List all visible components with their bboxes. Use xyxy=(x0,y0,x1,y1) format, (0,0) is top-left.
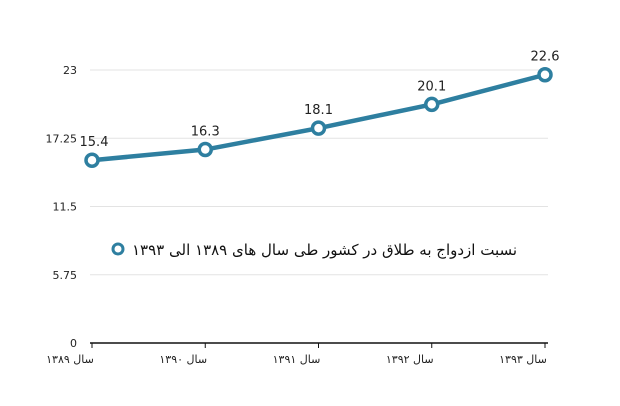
x-tick-label: سال ۱۳۸۹ xyxy=(46,353,94,366)
data-point xyxy=(310,120,327,136)
y-tick-label: 11.5 xyxy=(53,201,78,214)
data-point xyxy=(197,141,213,158)
x-tick-label: سال ۱۳۹۱ xyxy=(273,353,321,366)
x-tick-label: سال ۱۳۹۳ xyxy=(499,353,547,366)
data-label: 22.6 xyxy=(531,50,560,65)
axis-layer: 0 5.75 11.5 17.25 23 سال ۱۳۸۹ سال ۱۳۹۰ سال ۱۳۹۱… xyxy=(46,64,548,366)
x-tick-label: سال ۱۳۹۲ xyxy=(386,353,434,366)
legend-marker-icon xyxy=(111,242,125,256)
grid-layer xyxy=(90,69,548,276)
legend-series-label: نسبت ازدواج به طلاق در کشور طی سال های ۱… xyxy=(132,241,517,260)
data-point xyxy=(537,66,553,83)
series-layer xyxy=(84,66,553,168)
data-label: 18.1 xyxy=(304,103,333,118)
data-labels: 15.4 16.3 18.1 20.1 22.6 xyxy=(80,50,560,150)
y-tick-label: 23 xyxy=(63,64,77,77)
data-point xyxy=(424,96,440,113)
x-tick-label: سال ۱۳۹۰ xyxy=(159,353,207,366)
data-label: 16.3 xyxy=(191,125,220,140)
y-tick-label: 0 xyxy=(70,337,77,350)
y-tick-label: 5.75 xyxy=(53,269,78,282)
data-label: 20.1 xyxy=(417,79,446,94)
y-tick-label: 17.25 xyxy=(46,132,78,145)
data-label: 15.4 xyxy=(80,135,109,150)
data-point xyxy=(84,152,100,168)
legend: نسبت ازدواج به طلاق در کشور طی سال های ۱… xyxy=(111,241,517,260)
